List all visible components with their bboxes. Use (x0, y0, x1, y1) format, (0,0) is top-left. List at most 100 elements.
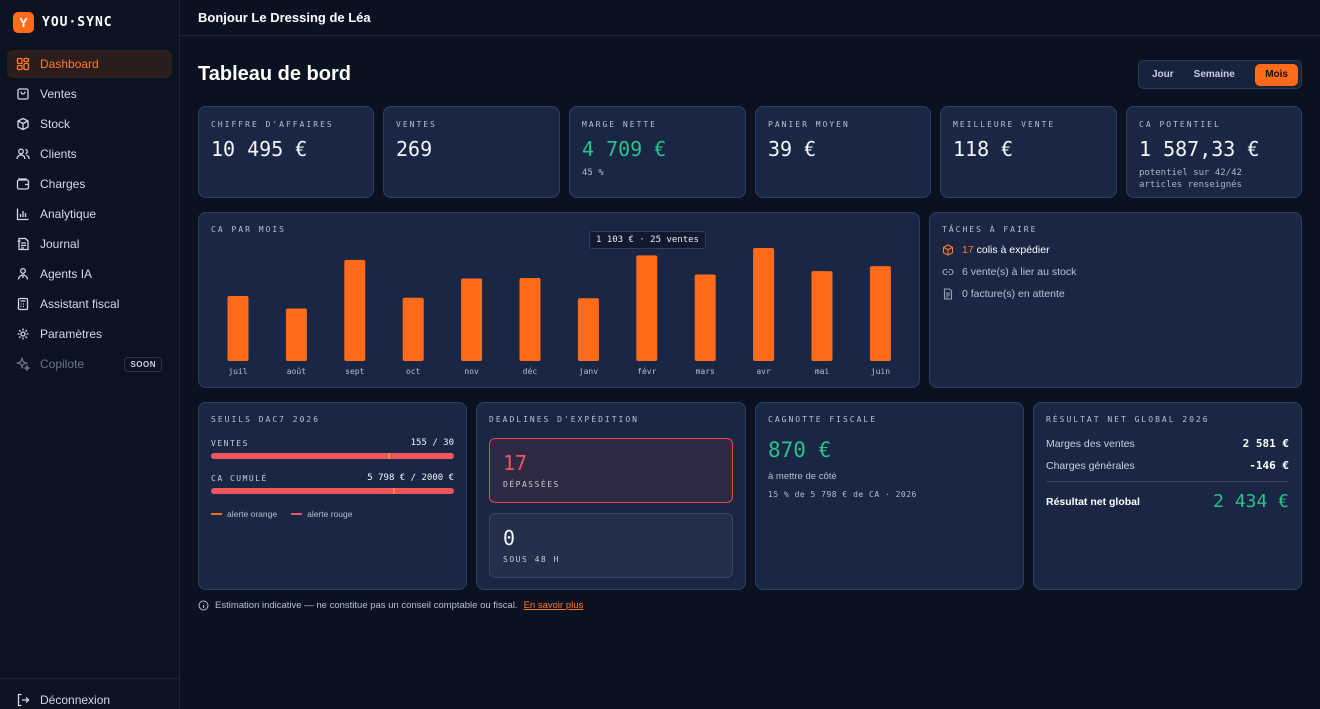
cagnotte-title: CAGNOTTE FISCALE (768, 415, 878, 424)
charges-label: Charges générales (1046, 459, 1135, 472)
chart-tick-label: août (287, 367, 306, 376)
seuils-dac7-card: SEUILS DAC7 2026 VENTES 155 / 30 CA CUMU… (198, 402, 467, 590)
seuil-ventes-row: VENTES 155 / 30 (211, 438, 454, 448)
journal-icon (16, 237, 30, 251)
kpi-meilleure-vente: MEILLEURE VENTE 118 € (940, 106, 1117, 198)
dashboard-icon (16, 57, 30, 71)
chart-tick-label: mars (696, 367, 715, 376)
kpi-value: 4 709 € (582, 137, 667, 161)
cagnotte-amount: 870 € (768, 438, 832, 462)
chart-tick-label: avr (756, 367, 771, 376)
cagnotte-detail: 15 % de 5 798 € de CA · 2026 (768, 490, 917, 499)
soon-label: SOUS 48 H (503, 555, 560, 564)
total-value: 2 434 € (1213, 491, 1289, 512)
sidebar-item-charges[interactable]: Charges (7, 170, 172, 198)
seuil-ventes-bar (211, 453, 454, 459)
sidebar-item-copilote[interactable]: Copilote SOON (7, 350, 172, 378)
kpi-marge-nette: MARGE NETTE 4 709 € 45 % (569, 106, 746, 198)
sidebar-item-analytique[interactable]: Analytique (7, 200, 172, 228)
sidebar-item-parametres[interactable]: Paramètres (7, 320, 172, 348)
resultat-title: RÉSULTAT NET GLOBAL 2026 (1046, 415, 1210, 424)
kpi-value: 39 € (768, 137, 817, 161)
sidebar-footer: Déconnexion (0, 678, 180, 709)
task-factures[interactable]: 0 facture(s) en attente (942, 287, 1289, 300)
chart-bar-sept[interactable] (344, 259, 366, 361)
sidebar-item-assistant-fiscal[interactable]: Assistant fiscal (7, 290, 172, 318)
bag-icon (16, 87, 30, 101)
marges-value: 2 581 € (1242, 437, 1289, 450)
overdue-count: 17 (503, 451, 528, 475)
deadline-overdue-box[interactable]: 17 DÉPASSÉES (489, 438, 733, 503)
legend-red-swatch (291, 513, 303, 515)
chart-bar-déc[interactable] (519, 277, 541, 361)
learn-more-link[interactable]: En savoir plus (523, 600, 584, 611)
resultat-divider (1046, 481, 1289, 482)
deadline-soon-box[interactable]: 0 SOUS 48 H (489, 513, 733, 578)
chart-bar-mai[interactable] (811, 271, 833, 361)
sidebar-item-clients[interactable]: Clients (7, 140, 172, 168)
ca-par-mois-chart: CA PAR MOIS juil août sept oct nov déc janv fév… (198, 212, 920, 388)
seuil-ventes-value: 155 / 30 (410, 438, 454, 448)
sidebar-item-stock[interactable]: Stock (7, 110, 172, 138)
kpi-value: 1 587,33 € (1139, 137, 1260, 161)
sidebar-nav: Dashboard Ventes Stock Clients Charges (7, 50, 172, 380)
brand[interactable]: Y YOU·SYNC (13, 12, 113, 33)
period-mois-button[interactable]: Mois (1255, 63, 1298, 86)
seuil-ca-row: CA CUMULÉ 5 798 € / 2000 € (211, 473, 454, 483)
tasks-title: TÂCHES À FAIRE (942, 225, 1038, 234)
sidebar-item-label: Assistant fiscal (40, 297, 120, 311)
charges-value: -146 € (1249, 459, 1289, 472)
logout-button[interactable]: Déconnexion (16, 693, 110, 707)
soon-count: 0 (503, 526, 516, 550)
total-label: Résultat net global (1046, 495, 1140, 508)
legend-orange-label: alerte orange (227, 509, 278, 519)
chart-tick-label: mai (815, 367, 830, 376)
document-icon (943, 287, 953, 300)
period-semaine-button[interactable]: Semaine (1193, 69, 1235, 80)
period-jour-button[interactable]: Jour (1152, 69, 1174, 80)
legend-orange: alerte orange (211, 509, 277, 519)
sidebar-item-ventes[interactable]: Ventes (7, 80, 172, 108)
chart-bar-janv[interactable] (577, 298, 599, 361)
kpi-label: PANIER MOYEN (768, 120, 850, 129)
kpi-value: 10 495 € (211, 137, 308, 161)
sidebar-item-label: Copilote (40, 357, 85, 371)
task-colis[interactable]: 17 colis à expédier (942, 243, 1289, 256)
chart-tick-label: oct (406, 367, 421, 376)
deadlines-card: DEADLINES D'EXPÉDITION 17 DÉPASSÉES 0 SO… (476, 402, 746, 590)
sparkle-icon (16, 357, 30, 371)
chart-bar-nov[interactable] (461, 278, 483, 361)
disclaimer: Estimation indicative — ne constitue pas… (198, 600, 583, 611)
chart-bar-mars[interactable] (694, 274, 716, 361)
brand-name: YOU·SYNC (42, 15, 113, 30)
total-row: Résultat net global 2 434 € (1046, 491, 1289, 512)
wallet-icon (16, 177, 30, 191)
legend-red-label: alerte rouge (307, 509, 353, 519)
chart-bar-août[interactable] (285, 308, 307, 361)
package-icon (942, 243, 954, 256)
kpi-ventes: VENTES 269 (383, 106, 560, 198)
seuil-ca-label: CA CUMULÉ (211, 473, 268, 483)
seuil-ventes-marker (388, 453, 391, 459)
kpi-sub-line: articles renseignés (1139, 180, 1242, 190)
legend-red: alerte rouge (291, 509, 352, 519)
chart-bar-oct[interactable] (402, 297, 424, 361)
chart-bar-avr[interactable] (753, 248, 775, 361)
seuil-ca-marker (393, 488, 396, 494)
sidebar-item-journal[interactable]: Journal (7, 230, 172, 258)
sidebar-item-label: Paramètres (40, 327, 103, 341)
link-icon (942, 268, 954, 275)
kpi-chiffre-affaires: CHIFFRE D'AFFAIRES 10 495 € (198, 106, 374, 198)
kpi-value: 269 (396, 137, 433, 161)
sidebar-item-label: Journal (40, 237, 80, 251)
seuil-ca-bar (211, 488, 454, 494)
page-title: Tableau de bord (198, 63, 351, 85)
sidebar-item-label: Ventes (40, 87, 77, 101)
task-lier-stock[interactable]: 6 vente(s) à lier au stock (942, 265, 1289, 278)
kpi-label: VENTES (396, 120, 437, 129)
sidebar-item-agents-ia[interactable]: Agents IA (7, 260, 172, 288)
chart-bar-févr[interactable] (636, 255, 658, 361)
chart-bar-juil[interactable] (227, 296, 249, 361)
chart-bar-juin[interactable] (869, 266, 891, 361)
sidebar-item-dashboard[interactable]: Dashboard (7, 50, 172, 78)
